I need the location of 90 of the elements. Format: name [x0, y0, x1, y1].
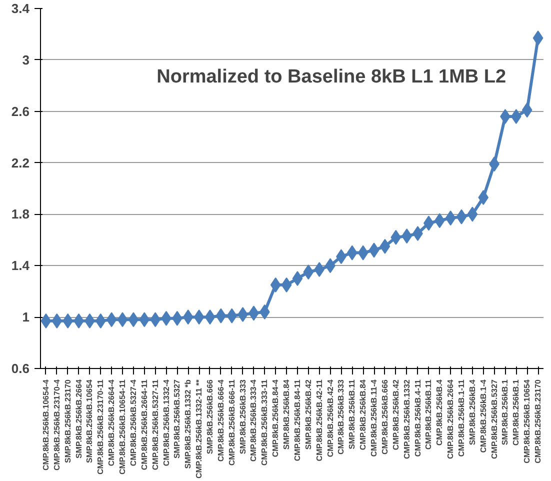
- x-tick-label: CMP.8kB.256kB.42-11: [314, 378, 324, 462]
- x-tick-label: CMP.8kB.256kB.2664: [446, 378, 456, 459]
- y-tick-label: 1.4: [11, 258, 30, 274]
- point: [500, 109, 510, 124]
- x-tick-label: SMP.8kB.256kB.84: [282, 378, 292, 450]
- x-tick-label: CMP.8kB.256kB.10654: [522, 378, 532, 464]
- point: [139, 312, 150, 328]
- x-tick-label: CMP.8kB.256kB.1-11: [456, 378, 466, 457]
- x-tick-label: CMP.8kB.256kB.42-4: [326, 378, 335, 458]
- x-tick-label: CMP.8kB.256kB.11: [424, 378, 434, 450]
- x-tick-label: CMP.8kB.256kB.333-11: [260, 378, 270, 466]
- x-tick-label: CMP.8kB.256kB.4-11: [413, 378, 422, 457]
- x-tick-label: SMP.8kB.256kB.666: [205, 378, 214, 454]
- point: [238, 307, 248, 322]
- y-tick-label: 3: [22, 52, 30, 68]
- x-tick-label: SMP.8kB.256kB.23170: [63, 378, 72, 463]
- point: [456, 209, 467, 224]
- y-tick-label: 1: [22, 310, 30, 325]
- y-tick-label: 0.6: [11, 361, 30, 376]
- x-tick-label: SMP.8kB.256kB.10654: [85, 378, 94, 463]
- x-tick-label: SMP.8kB.256kB.1: [500, 378, 510, 446]
- x-tick-label: CMP.8kB.256kB.1332: [402, 378, 412, 459]
- x-tick-label: SMP.8kB.256kB.333: [238, 378, 248, 454]
- point: [106, 312, 117, 328]
- x-tick-label: SMP.8kB.256kB.1332 *b: [184, 379, 193, 469]
- x-tick-label: CMP.8kB.256kB.84-4: [271, 378, 280, 458]
- y-tick-label: 1.8: [11, 206, 30, 222]
- x-tick-label: CMP.8kB.256kB.23170-4: [52, 378, 62, 471]
- point: [532, 30, 544, 46]
- x-tick-label: CMP.8kB.256kB.5327-4: [128, 378, 138, 466]
- x-tick-label: CMP.8kB.256kB.666: [380, 378, 390, 455]
- x-tick-label: CMP.8kB.256kB.84-11: [292, 378, 302, 462]
- point: [128, 312, 139, 328]
- point: [303, 264, 314, 280]
- x-tick-label: SMP.8kB.256kB.11: [348, 378, 357, 450]
- x-tick-label: CMP.8kB.256kB.10654-11: [118, 378, 128, 475]
- point: [226, 308, 238, 324]
- x-tick-label: CMP.8kB.256kB.11-4: [370, 378, 379, 457]
- point: [380, 238, 390, 254]
- x-tick-label: CMP.8kB.256kB.333-4: [249, 378, 258, 462]
- point: [95, 313, 106, 328]
- point: [445, 210, 456, 226]
- point: [194, 310, 204, 325]
- x-tick-label: CMP.8kB.256kB.1-4: [478, 378, 488, 453]
- point: [52, 313, 62, 328]
- point: [270, 277, 281, 292]
- x-tick-label: SMP.8kB.256kB.42: [304, 378, 313, 450]
- point: [40, 313, 52, 328]
- text: Normalized to Baseline 8kB L1 1MB L2: [156, 66, 506, 88]
- x-tick-label: CMP.8kB.256kB.84: [358, 378, 368, 450]
- y-tick-label: 2.6: [11, 104, 30, 119]
- point: [467, 206, 478, 222]
- point: [314, 262, 325, 277]
- point: [281, 277, 292, 292]
- x-tick-label: CMP.8kB.256kB.23170: [534, 378, 543, 464]
- point: [510, 109, 522, 124]
- point: [434, 213, 445, 228]
- point: [390, 230, 402, 245]
- point: [412, 226, 423, 241]
- point: [478, 190, 489, 205]
- point: [368, 242, 380, 258]
- x-tick-label: CMP.8kB.256kB.666-11: [227, 378, 236, 466]
- point: [522, 102, 532, 118]
- point: [358, 245, 368, 260]
- x-tick-label: CMP.8kB.256kB.1332-4: [162, 378, 171, 466]
- x-tick-label: CMP.8kB.256kB.1: [512, 378, 521, 446]
- point: [346, 245, 358, 260]
- point: [259, 304, 270, 320]
- point: [292, 271, 303, 286]
- x-tick-label: SMP.8kB.256kB.4: [468, 378, 477, 446]
- point: [182, 310, 194, 325]
- point: [117, 312, 128, 328]
- x-tick-label: CMP.8kB.256kB.5327: [490, 378, 499, 459]
- x-tick-label: CMP.8kB.256kB.1332-11 **: [194, 378, 204, 479]
- x-tick-label: CMP.8kB.256kB.23170-11: [96, 378, 106, 475]
- x-tick-label: CMP.8kB.256kB.42: [391, 378, 400, 450]
- x-tick-label: CMP.8kB.256kB.2664-4: [107, 378, 116, 466]
- x-tick-label: SMP.8kB.256kB.5327: [172, 378, 182, 459]
- x-tick-label: CMP.8kB.256kB.4: [435, 378, 444, 446]
- point: [204, 310, 216, 325]
- x-tick-label: CMP.8kB.256kB.10654-4: [41, 378, 50, 471]
- y-tick-label: 3.4: [11, 1, 30, 16]
- point: [62, 313, 74, 328]
- x-tick-label: SMP.8kB.256kB.2664: [74, 378, 84, 459]
- x-tick-label: CMP.8kB.256kB.2664-11: [140, 378, 149, 470]
- y-tick-label: 2.2: [11, 155, 30, 170]
- x-tick-label: CMP.8kB.256kB.5327-11: [150, 378, 160, 470]
- x-tick-label: CMP.8kB.256kB.666-4: [216, 378, 226, 462]
- x-tick-label: CMP.8kB.256kB.333: [336, 378, 346, 455]
- point: [216, 308, 226, 324]
